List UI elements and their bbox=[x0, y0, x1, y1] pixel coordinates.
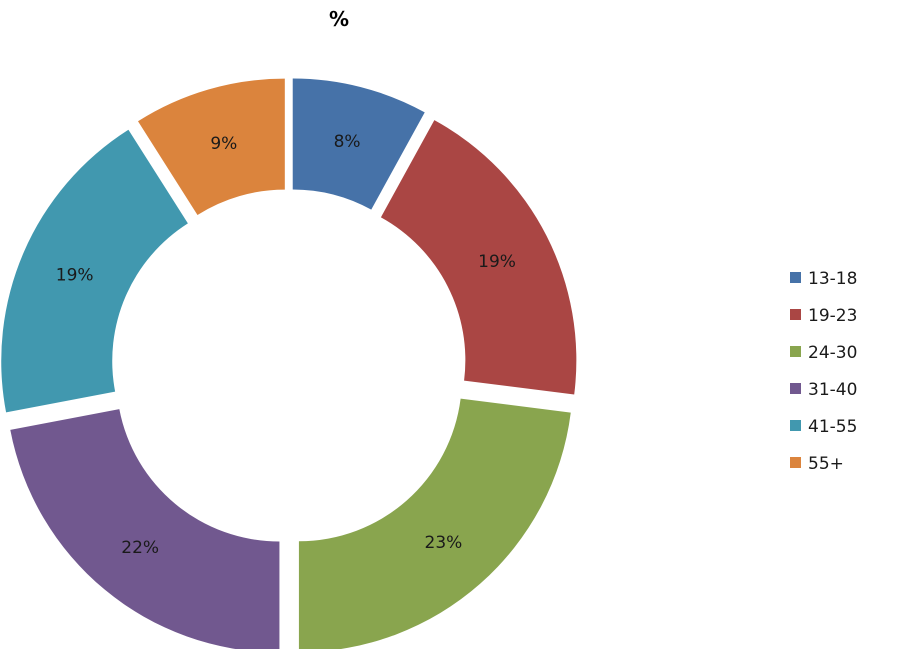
slice-55+ bbox=[137, 78, 285, 215]
legend-swatch-13-18 bbox=[790, 272, 801, 283]
slice-41-55 bbox=[1, 129, 188, 413]
legend-label-55+: 55+ bbox=[808, 454, 844, 474]
slice-label-41-55: 19% bbox=[56, 265, 94, 285]
legend-label-19-23: 19-23 bbox=[808, 306, 857, 326]
legend-label-41-55: 41-55 bbox=[808, 417, 857, 437]
slice-label-19-23: 19% bbox=[478, 252, 516, 272]
legend: 13-18 19-23 24-30 31-40 41-55 55+ bbox=[790, 269, 857, 474]
legend-label-13-18: 13-18 bbox=[808, 269, 857, 289]
slice-labels-group: 8% 19% 23% 22% 19% 9% bbox=[56, 132, 516, 558]
legend-swatch-41-55 bbox=[790, 420, 801, 431]
legend-swatch-19-23 bbox=[790, 309, 801, 320]
slice-13-18 bbox=[292, 78, 425, 210]
legend-swatch-55+ bbox=[790, 457, 801, 468]
slice-19-23 bbox=[380, 120, 577, 395]
slice-label-55+: 9% bbox=[210, 134, 237, 154]
slice-label-13-18: 8% bbox=[334, 132, 361, 152]
legend-swatch-24-30 bbox=[790, 346, 801, 357]
slice-31-40 bbox=[10, 409, 280, 649]
chart-title: % bbox=[329, 7, 349, 31]
slice-label-24-30: 23% bbox=[425, 533, 463, 553]
legend-swatch-31-40 bbox=[790, 383, 801, 394]
legend-label-31-40: 31-40 bbox=[808, 380, 857, 400]
legend-label-24-30: 24-30 bbox=[808, 343, 857, 363]
slice-24-30 bbox=[298, 398, 571, 649]
slices-group bbox=[1, 78, 577, 649]
slice-label-31-40: 22% bbox=[121, 538, 159, 558]
